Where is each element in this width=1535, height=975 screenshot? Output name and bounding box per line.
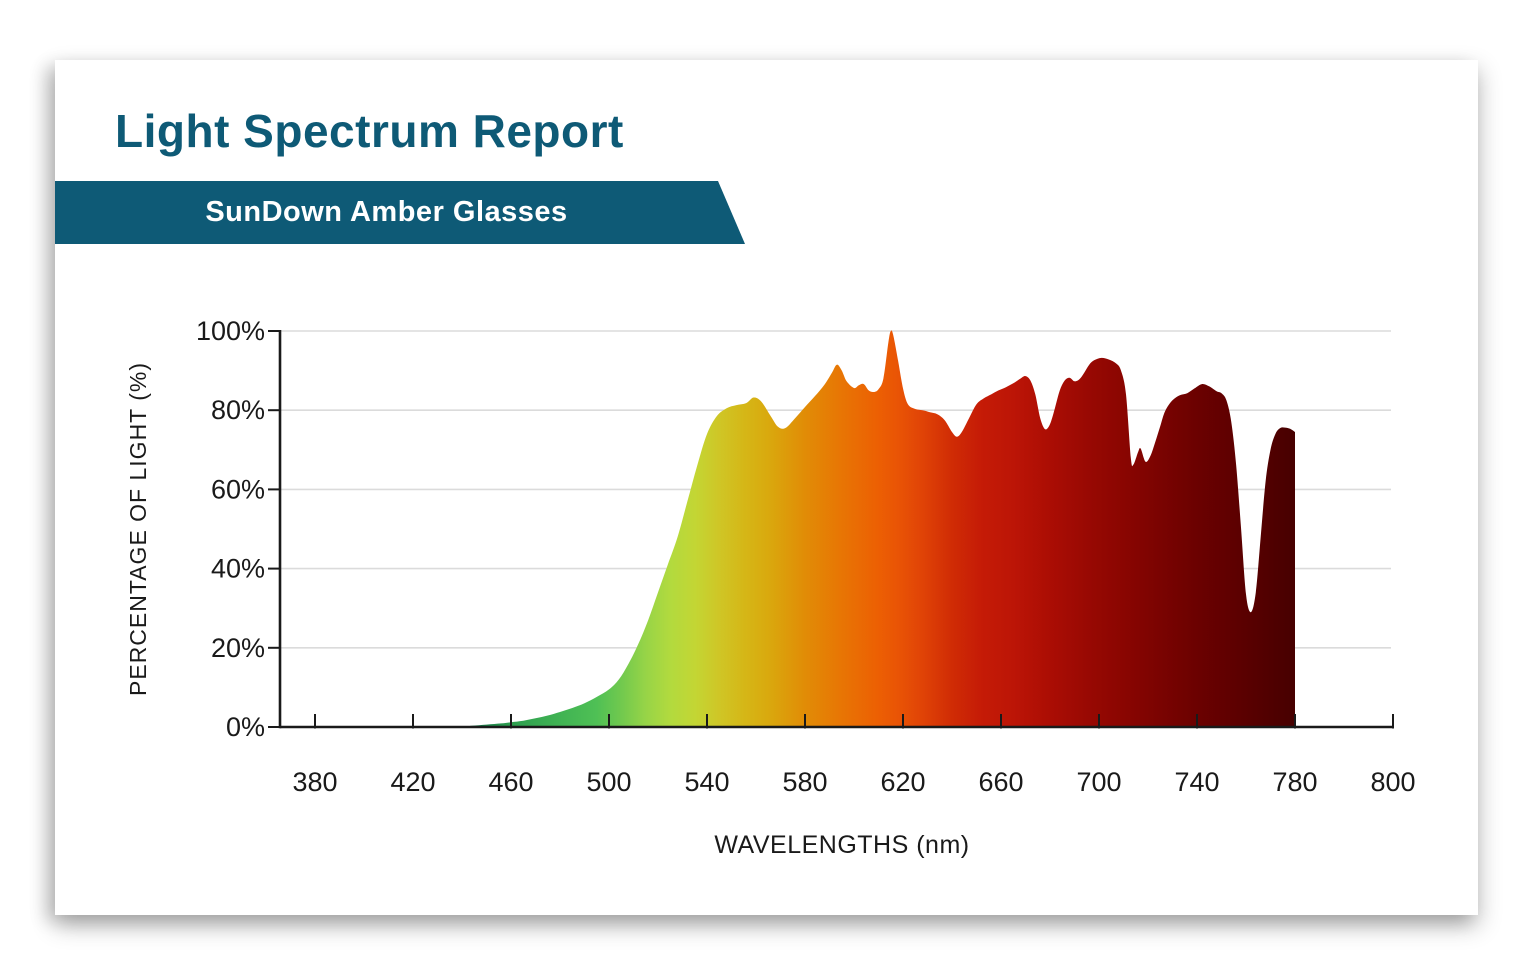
y-tick-label-20: 20% (211, 633, 265, 663)
x-tick-label-500: 500 (586, 767, 631, 797)
spectrum-area-fill (315, 330, 1295, 728)
x-tick-label-580: 580 (782, 767, 827, 797)
x-tick-label-620: 620 (880, 767, 925, 797)
x-axis-title: WAVELENGTHS (nm) (714, 831, 969, 859)
x-tick-label-700: 700 (1076, 767, 1121, 797)
tick-marks (268, 330, 1394, 729)
x-tick-label-460: 460 (488, 767, 533, 797)
x-tick-label-540: 540 (684, 767, 729, 797)
report-banner-ribbon: SunDown Amber Glasses (55, 181, 745, 244)
y-tick-label-100: 100% (196, 316, 265, 346)
x-tick-label-800: 800 (1370, 767, 1415, 797)
y-tick-label-0: 0% (226, 712, 265, 742)
y-tick-label-40: 40% (211, 554, 265, 584)
light-spectrum-area-chart: 380 420 460 500 540 580 620 660 700 740 780 800 0% 2… (125, 316, 1416, 859)
x-tick-label-740: 740 (1174, 767, 1219, 797)
x-tick-label-660: 660 (978, 767, 1023, 797)
y-tick-labels: 0% 20% 40% 60% 80% 100% (196, 316, 265, 742)
report-title: Light Spectrum Report (115, 105, 624, 157)
x-tick-label-780: 780 (1272, 767, 1317, 797)
x-tick-labels: 380 420 460 500 540 580 620 660 700 740 780 800 (292, 767, 1415, 797)
x-tick-label-420: 420 (390, 767, 435, 797)
y-tick-label-80: 80% (211, 395, 265, 425)
axis-lines (278, 330, 1393, 729)
y-axis-title: PERCENTAGE OF LIGHT (%) (125, 362, 151, 696)
report-card: Light Spectrum Report SunDown Amber Glas… (55, 60, 1478, 915)
x-tick-label-380: 380 (292, 767, 337, 797)
y-tick-label-60: 60% (211, 474, 265, 504)
report-banner-label: SunDown Amber Glasses (205, 196, 568, 228)
